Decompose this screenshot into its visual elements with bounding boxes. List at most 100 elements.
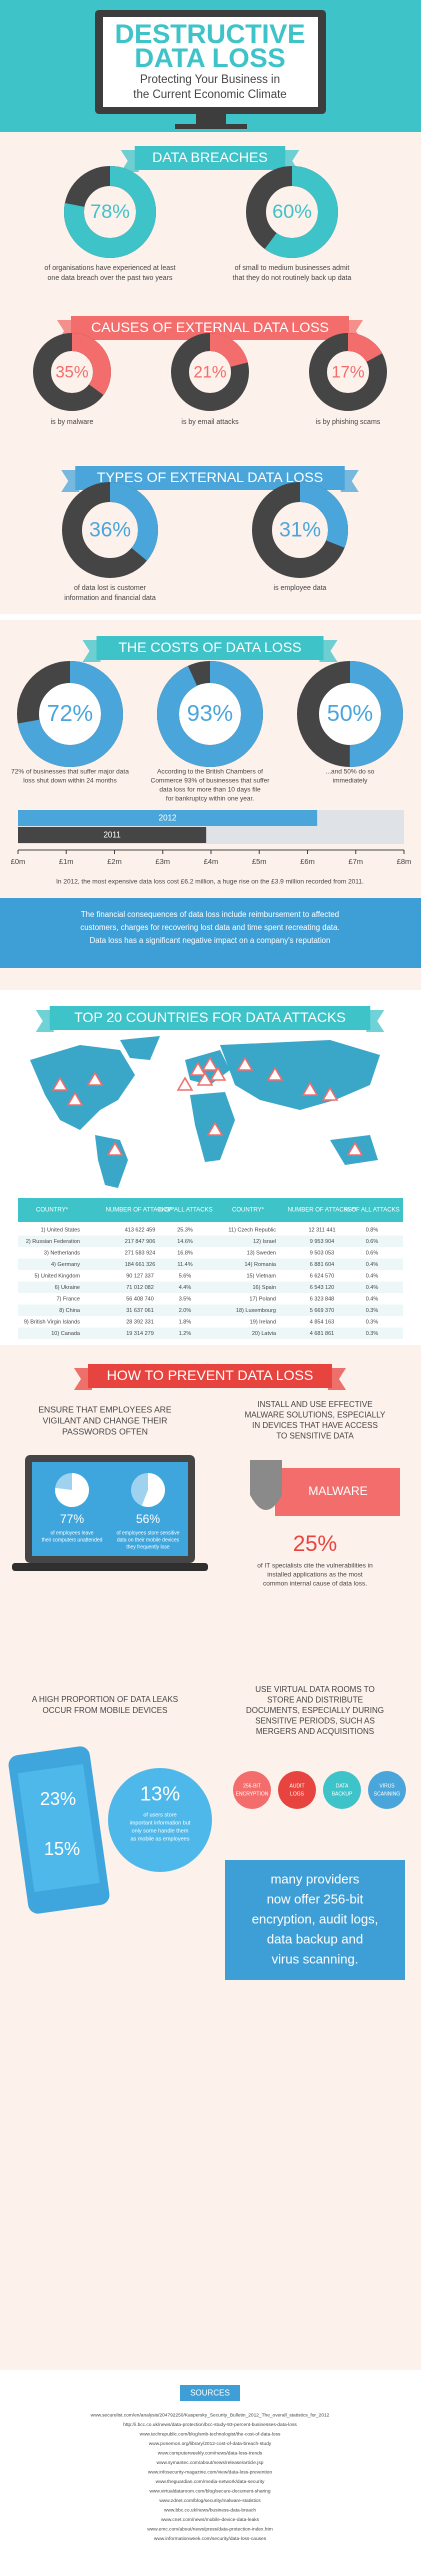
feature-icon bbox=[278, 1771, 316, 1809]
caption: common internal cause of data loss. bbox=[263, 1581, 367, 1588]
caption: for bankruptcy within one year. bbox=[166, 796, 254, 803]
donut-segment bbox=[62, 482, 158, 578]
map-marker bbox=[106, 1141, 124, 1156]
map-marker bbox=[236, 1056, 254, 1071]
caption: one data breach over the past two years bbox=[48, 275, 173, 282]
donut-label: 17% bbox=[331, 363, 364, 381]
laptop-base bbox=[12, 1563, 208, 1571]
caption: of data lost is customer bbox=[74, 585, 147, 592]
tip-title: PASSWORDS OFTEN bbox=[62, 1426, 148, 1436]
banner bbox=[96, 636, 324, 660]
donut-segment bbox=[33, 333, 111, 411]
box-text: many providers bbox=[271, 1871, 360, 1886]
caption: data loss for more than 10 days file bbox=[159, 787, 261, 794]
table-cell: 18) Luxembourg bbox=[236, 1308, 276, 1314]
banner-tail bbox=[120, 150, 139, 172]
feature-label: SCANNING bbox=[374, 1791, 401, 1797]
tip-title: USE VIRTUAL DATA ROOMS TO bbox=[255, 1685, 374, 1694]
caption: data on their mobile devices bbox=[117, 1537, 180, 1543]
caption: According to the British Chambers of bbox=[157, 769, 263, 776]
box-text: now offer 256-bit bbox=[267, 1891, 364, 1906]
table-cell: 5.6% bbox=[179, 1273, 192, 1279]
box-text: encryption, audit logs, bbox=[252, 1911, 378, 1926]
source-line: www.infosecurity-magazine.com/view/data-… bbox=[148, 2469, 273, 2475]
donut-fill bbox=[168, 672, 252, 756]
x-tick-label: £3m bbox=[155, 857, 170, 866]
tip-title: ENSURE THAT EMPLOYEES ARE bbox=[38, 1404, 172, 1414]
feature-label: DATA bbox=[336, 1783, 349, 1789]
tip-title: DOCUMENTS, ESPECIALLY DURING bbox=[246, 1706, 384, 1715]
feature-label: LOGS bbox=[290, 1791, 305, 1797]
banner-tail bbox=[366, 1010, 385, 1032]
map-marker bbox=[209, 1066, 227, 1081]
table-cell: 0.4% bbox=[366, 1285, 379, 1291]
donut-fill bbox=[308, 672, 392, 756]
banner bbox=[49, 1006, 371, 1030]
feature-icon bbox=[323, 1771, 361, 1809]
box-text: data backup and bbox=[267, 1931, 363, 1946]
table-cell: 71 012 082 bbox=[126, 1285, 154, 1291]
table-row bbox=[18, 1327, 403, 1339]
feature-label: VIRUS bbox=[379, 1783, 395, 1789]
donut-segment bbox=[171, 333, 249, 411]
x-tick-label: £0m bbox=[11, 857, 26, 866]
caption: is employee data bbox=[274, 585, 327, 592]
table-header-cell: COUNTRY* bbox=[232, 1208, 265, 1214]
stat-label: 13% bbox=[140, 1783, 180, 1805]
source-line: http://i.bcc.co.uk/news/data-protection/… bbox=[123, 2422, 297, 2428]
banner bbox=[88, 1364, 332, 1388]
x-tick-label: £4m bbox=[204, 857, 219, 866]
section-title: SOURCES bbox=[190, 2389, 230, 2398]
table-cell: 1) United States bbox=[41, 1227, 81, 1233]
banner bbox=[134, 146, 286, 170]
table-cell: 3) Netherlands bbox=[44, 1250, 80, 1256]
map-marker bbox=[51, 1076, 69, 1091]
table-cell: 2) Russian Federation bbox=[26, 1239, 80, 1245]
donut-segment bbox=[157, 661, 263, 767]
source-line: www.ponemon.org/library/2012-cost-of-dat… bbox=[149, 2441, 272, 2447]
table-cell: 31 637 061 bbox=[126, 1308, 154, 1314]
map-marker bbox=[346, 1141, 364, 1156]
source-line: www.theguardian.com/media-network/data-s… bbox=[156, 2479, 265, 2485]
tip-title: TO SENSITIVE DATA bbox=[276, 1432, 354, 1441]
table-cell: 0.3% bbox=[366, 1319, 379, 1325]
table-cell: 0.3% bbox=[366, 1331, 379, 1337]
table-cell: 7) France bbox=[56, 1296, 80, 1302]
donut-segment bbox=[246, 166, 338, 258]
laptop-screen bbox=[32, 1462, 188, 1556]
map-marker bbox=[301, 1081, 319, 1096]
banner-tail bbox=[35, 1010, 54, 1032]
donut-segment bbox=[64, 166, 156, 258]
note-box bbox=[0, 898, 421, 968]
tip-title: STORE AND DISTRIBUTE bbox=[267, 1696, 363, 1705]
table-cell: 4) Germany bbox=[51, 1262, 80, 1268]
table-cell: 14) Romania bbox=[245, 1262, 277, 1268]
provider-box bbox=[225, 1860, 405, 1980]
caption: 72% of businesses that suffer major data bbox=[11, 769, 129, 776]
section-title: DATA BREACHES bbox=[152, 149, 267, 165]
source-line: www.emc.com/about/news/press/data-protec… bbox=[147, 2526, 273, 2532]
source-line: www.informationweek.com/security/data-lo… bbox=[154, 2536, 267, 2542]
table-cell: 14.6% bbox=[177, 1239, 193, 1245]
bar-label: 2011 bbox=[103, 831, 121, 840]
table-row bbox=[18, 1224, 403, 1236]
donut-label: 72% bbox=[47, 700, 93, 726]
table-cell: 1.2% bbox=[179, 1331, 192, 1337]
phone-screen bbox=[17, 1764, 100, 1893]
tip-title: OCCUR FROM MOBILE DEVICES bbox=[43, 1706, 168, 1715]
tip-title: A HIGH PROPORTION OF DATA LEAKS bbox=[32, 1695, 178, 1704]
table-cell: 12 311 441 bbox=[308, 1227, 335, 1233]
feature-icon bbox=[368, 1771, 406, 1809]
table-cell: 11) Czech Republic bbox=[228, 1227, 276, 1233]
stat-bubble bbox=[108, 1768, 212, 1872]
map-land bbox=[95, 1135, 128, 1188]
table-header-cell: % OF ALL ATTACKS bbox=[344, 1208, 399, 1214]
box-text: virus scanning. bbox=[272, 1951, 359, 1966]
x-tick-label: £2m bbox=[107, 857, 122, 866]
table-header-cell: NUMBER OF ATTACKS** bbox=[288, 1208, 357, 1214]
stat-label: 77% bbox=[60, 1512, 84, 1526]
feature-label: BACKUP bbox=[332, 1791, 353, 1797]
caption: loss shut down within 24 months bbox=[23, 778, 117, 785]
source-line: www.techrepublic.com/blog/smb-technologi… bbox=[140, 2431, 281, 2437]
